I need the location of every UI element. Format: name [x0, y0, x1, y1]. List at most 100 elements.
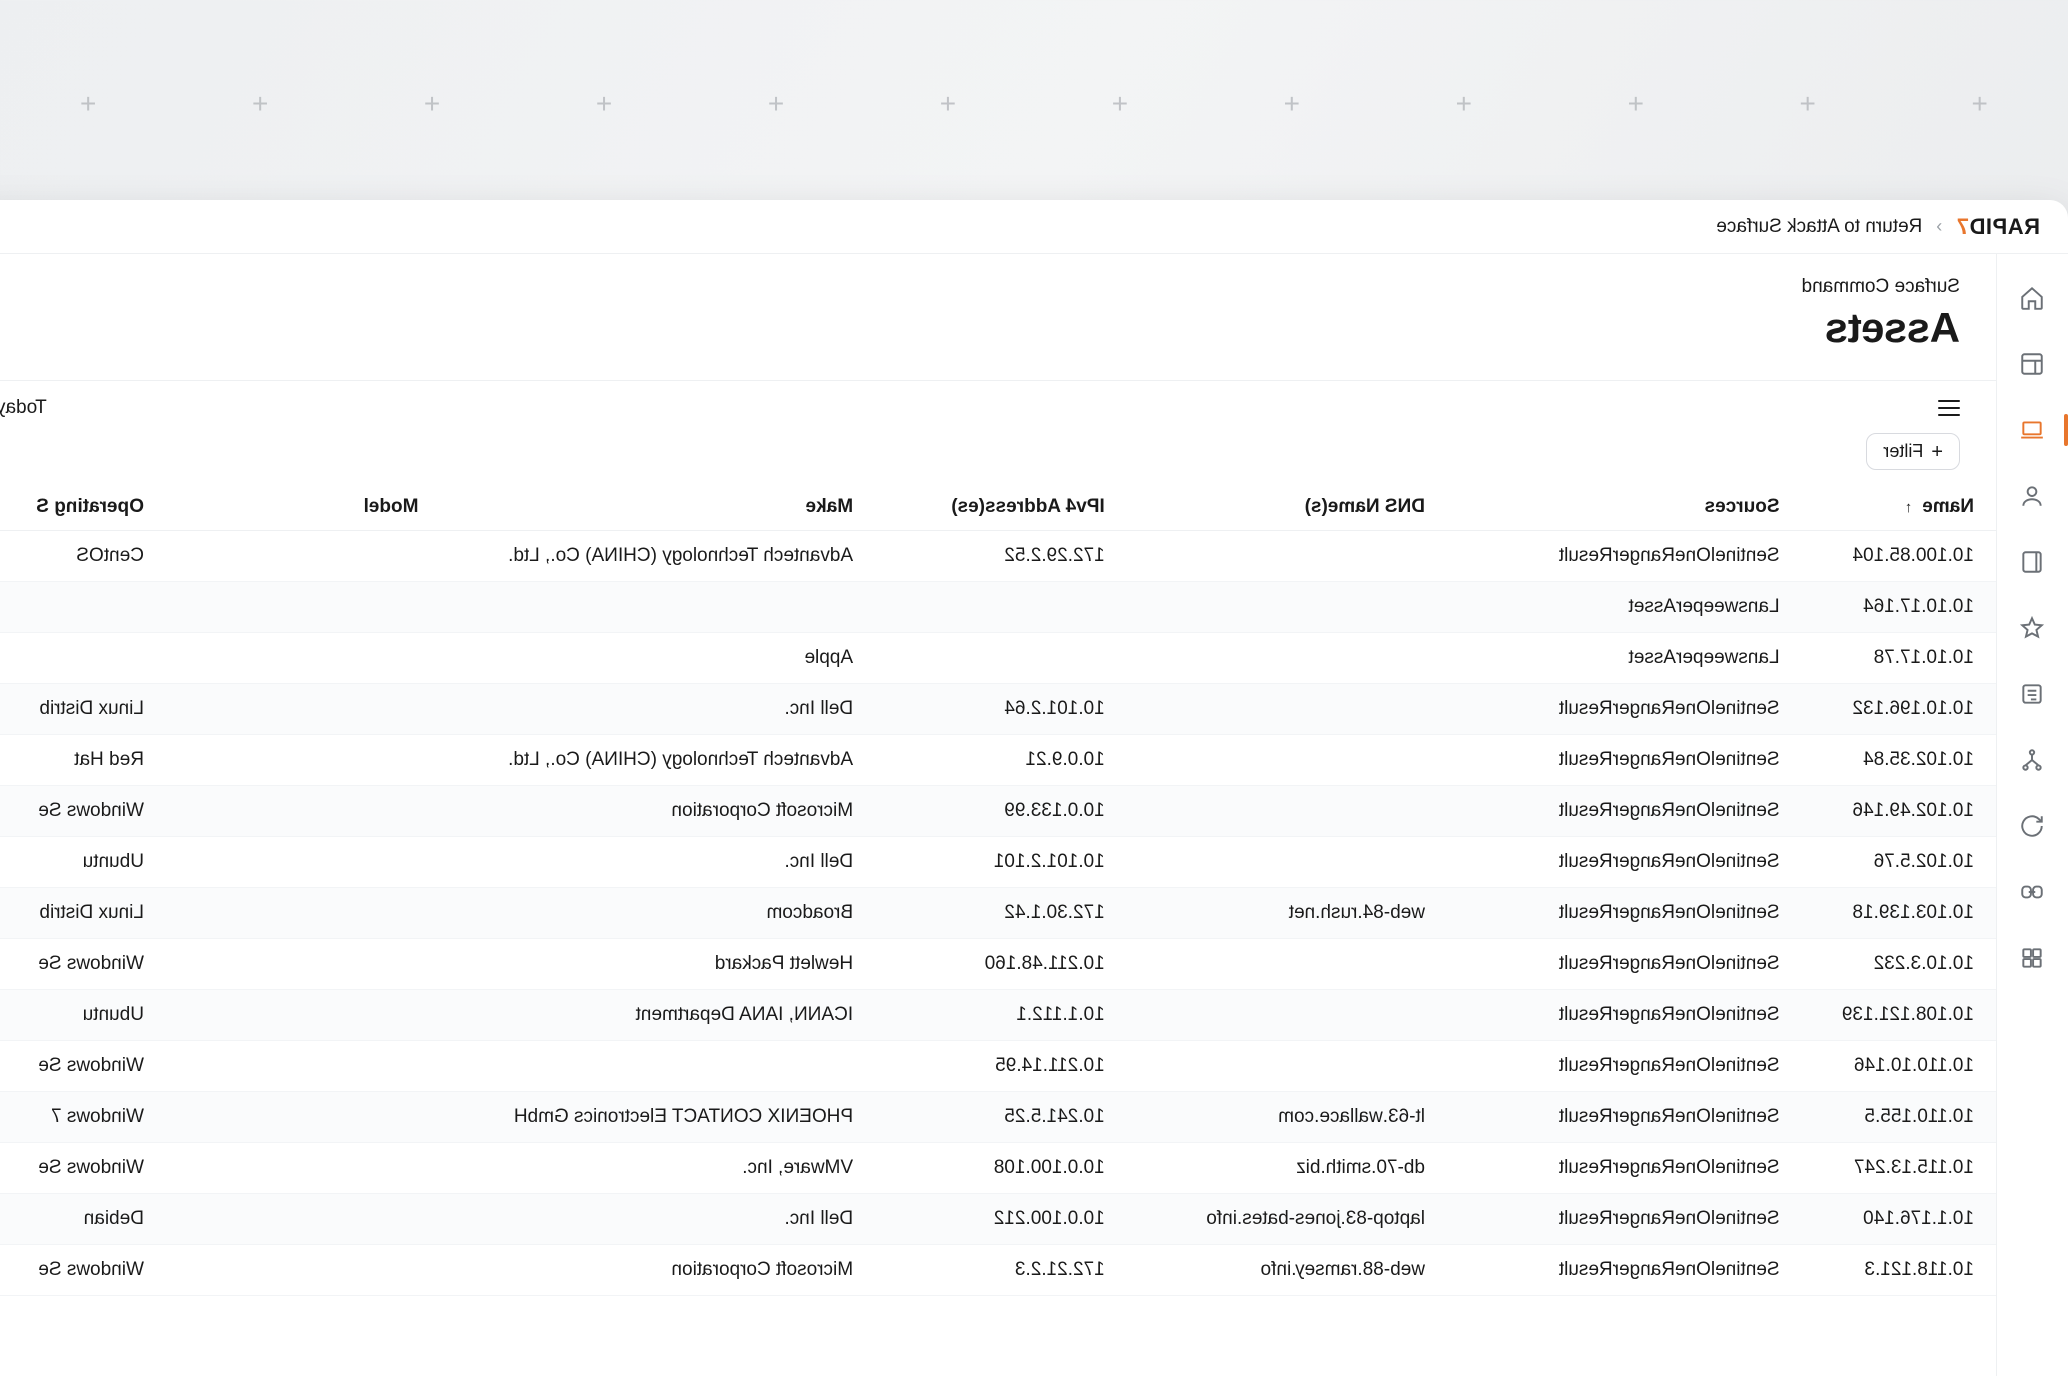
- app-window: RAPID7 › Return to Attack Surface: [0, 200, 2068, 1376]
- table-row[interactable]: 10.110.155.5SentinelOneRangerResultlt-63…: [0, 1092, 1996, 1143]
- grid-icon: [2020, 945, 2046, 971]
- cell-model: [166, 939, 441, 990]
- cell-make: PHOENIX CONTACT Electronics GmbH: [440, 1092, 875, 1143]
- cell-dns: laptop-83.jones-bates.info: [1127, 1194, 1447, 1245]
- col-ip[interactable]: IPv4 Address(es): [875, 484, 1127, 531]
- cell-os: Windows Se: [0, 939, 166, 990]
- table-row[interactable]: 10.1.176.140SentinelOneRangerResultlapto…: [0, 1194, 1996, 1245]
- cell-src: SentinelOneRangerResult: [1447, 684, 1802, 735]
- col-model[interactable]: Model: [166, 484, 441, 531]
- cell-model: [166, 582, 441, 633]
- cell-model: [166, 684, 441, 735]
- cell-name: 10.102.49.146: [1802, 786, 1996, 837]
- cell-model: [166, 1245, 441, 1296]
- list-icon: [2020, 681, 2046, 707]
- table-row[interactable]: 10.10.17.164LansweeperAsset: [0, 582, 1996, 633]
- chevron-right-icon: ›: [1936, 216, 1942, 237]
- cell-name: 10.115.13.247: [1802, 1143, 1996, 1194]
- cell-make: Dell Inc.: [440, 1194, 875, 1245]
- cell-model: [166, 888, 441, 939]
- cell-dns: [1127, 786, 1447, 837]
- cell-name: 10.103.139.18: [1802, 888, 1996, 939]
- cell-model: [166, 786, 441, 837]
- topbar: RAPID7 › Return to Attack Surface: [0, 200, 2068, 254]
- nav-restore[interactable]: [1997, 806, 2068, 846]
- cell-dns: lt-63.wallace.com: [1127, 1092, 1447, 1143]
- nav-layout[interactable]: [1997, 344, 2068, 384]
- cell-os: [0, 582, 166, 633]
- cell-model: [166, 531, 441, 582]
- hamburger-icon[interactable]: [1938, 400, 1960, 416]
- col-dns[interactable]: DNS Name(s): [1127, 484, 1447, 531]
- home-icon: [2020, 285, 2046, 311]
- cell-dns: web-88.ramsey.info: [1127, 1245, 1447, 1296]
- cell-model: [166, 735, 441, 786]
- nav-grid[interactable]: [1997, 938, 2068, 978]
- table-row[interactable]: 10.102.49.146SentinelOneRangerResult10.0…: [0, 786, 1996, 837]
- cell-dns: [1127, 939, 1447, 990]
- cell-make: Advantech Technology (CHINA) Co., Ltd.: [440, 735, 875, 786]
- panel-toolbar: Today: [0, 381, 1996, 429]
- page-kicker: Surface Command: [0, 276, 1960, 298]
- cell-os: Windows Se: [0, 1143, 166, 1194]
- cell-src: LansweeperAsset: [1447, 582, 1802, 633]
- cell-os: Windows Se: [0, 1041, 166, 1092]
- layout-icon: [2020, 351, 2046, 377]
- cell-make: Hewlett Packard: [440, 939, 875, 990]
- nav-book[interactable]: [1997, 542, 2068, 582]
- nav-star[interactable]: [1997, 608, 2068, 648]
- table-row[interactable]: 10.110.10.146SentinelOneRangerResult10.2…: [0, 1041, 1996, 1092]
- cell-dns: [1127, 735, 1447, 786]
- add-filter-button[interactable]: + Filter: [1866, 433, 1960, 470]
- table-row[interactable]: 10.118.121.3SentinelOneRangerResultweb-8…: [0, 1245, 1996, 1296]
- cell-name: 10.102.35.84: [1802, 735, 1996, 786]
- cell-ip: 10.0.100.108: [875, 1143, 1127, 1194]
- cell-make: Broadcom: [440, 888, 875, 939]
- breadcrumb-return-link[interactable]: Return to Attack Surface: [1716, 216, 1922, 238]
- table-row[interactable]: 10.103.139.18SentinelOneRangerResultweb-…: [0, 888, 1996, 939]
- nav-home[interactable]: [1997, 278, 2068, 318]
- cell-ip: 10.0.133.99: [875, 786, 1127, 837]
- table-row[interactable]: 10.10.3.232SentinelOneRangerResult10.211…: [0, 939, 1996, 990]
- col-os[interactable]: Operating S: [0, 484, 166, 531]
- cell-name: 10.10.3.232: [1802, 939, 1996, 990]
- nav-assets[interactable]: [1997, 410, 2068, 450]
- table-row[interactable]: 10.115.13.247SentinelOneRangerResultdb-7…: [0, 1143, 1996, 1194]
- col-sources[interactable]: Sources: [1447, 484, 1802, 531]
- sort-asc-icon: ↑: [1905, 499, 1913, 516]
- table-head: Name↑ Sources DNS Name(s) IPv4 Address(e…: [0, 484, 1996, 531]
- cell-make: Microsoft Corporation: [440, 786, 875, 837]
- cell-os: [0, 633, 166, 684]
- cell-name: 10.10.196.132: [1802, 684, 1996, 735]
- nav-users[interactable]: [1997, 476, 2068, 516]
- table-row[interactable]: 10.10.196.132SentinelOneRangerResult10.1…: [0, 684, 1996, 735]
- nav-link[interactable]: [1997, 872, 2068, 912]
- main-content: Surface Command Assets Today + Filter: [0, 254, 1996, 1376]
- cell-ip: 10.1.112.1: [875, 990, 1127, 1041]
- cell-src: SentinelOneRangerResult: [1447, 888, 1802, 939]
- nav-tree[interactable]: [1997, 740, 2068, 780]
- cell-os: Windows Se: [0, 786, 166, 837]
- table-row[interactable]: 10.102.35.84SentinelOneRangerResult10.0.…: [0, 735, 1996, 786]
- nav-list[interactable]: [1997, 674, 2068, 714]
- cell-ip: 10.211.48.160: [875, 939, 1127, 990]
- page-title: Assets: [0, 304, 1960, 352]
- cell-dns: [1127, 990, 1447, 1041]
- cell-ip: 10.211.14.95: [875, 1041, 1127, 1092]
- table-row[interactable]: 10.108.121.139SentinelOneRangerResult10.…: [0, 990, 1996, 1041]
- cell-model: [166, 990, 441, 1041]
- cell-ip: 10.0.100.212: [875, 1194, 1127, 1245]
- col-make[interactable]: Make: [440, 484, 875, 531]
- table-row[interactable]: 10.100.85.104SentinelOneRangerResult172.…: [0, 531, 1996, 582]
- table-row[interactable]: 10.10.17.78LansweeperAssetApple: [0, 633, 1996, 684]
- cell-make: [440, 1041, 875, 1092]
- cell-name: 10.110.155.5: [1802, 1092, 1996, 1143]
- cell-ip: 10.241.5.25: [875, 1092, 1127, 1143]
- table-row[interactable]: 10.102.5.76SentinelOneRangerResult10.101…: [0, 837, 1996, 888]
- cell-name: 10.10.17.78: [1802, 633, 1996, 684]
- assets-table: Name↑ Sources DNS Name(s) IPv4 Address(e…: [0, 484, 1996, 1296]
- cell-src: SentinelOneRangerResult: [1447, 1245, 1802, 1296]
- col-name[interactable]: Name↑: [1802, 484, 1996, 531]
- cell-ip: 10.0.9.21: [875, 735, 1127, 786]
- today-label: Today: [0, 397, 47, 419]
